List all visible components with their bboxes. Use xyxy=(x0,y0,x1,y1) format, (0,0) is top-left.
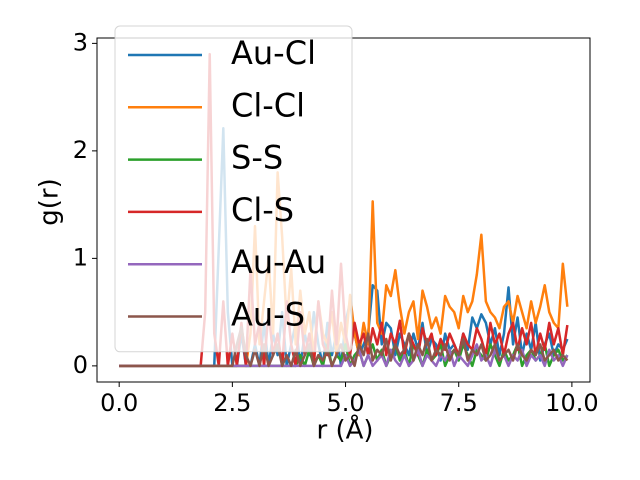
y-tick-label: 2 xyxy=(73,136,88,164)
legend-label: Au-Au xyxy=(231,243,326,281)
legend-label: S-S xyxy=(231,139,283,177)
y-axis-label: g(r) xyxy=(35,178,65,225)
x-tick-label: 10.0 xyxy=(545,389,598,417)
x-tick-label: 5.0 xyxy=(326,389,364,417)
y-tick-label: 3 xyxy=(73,28,88,56)
x-tick-label: 7.5 xyxy=(440,389,478,417)
legend-label: Cl-S xyxy=(231,191,294,229)
legend-label: Au-S xyxy=(231,296,305,334)
x-axis-label: r (Å) xyxy=(316,414,373,446)
y-tick-label: 1 xyxy=(73,243,88,271)
x-tick-label: 2.5 xyxy=(213,389,251,417)
x-tick-label: 0.0 xyxy=(100,389,138,417)
series-line xyxy=(119,325,569,368)
y-tick-label: 0 xyxy=(73,351,88,379)
legend-label: Cl-Cl xyxy=(231,86,305,124)
legend-label: Au-Cl xyxy=(231,34,316,72)
